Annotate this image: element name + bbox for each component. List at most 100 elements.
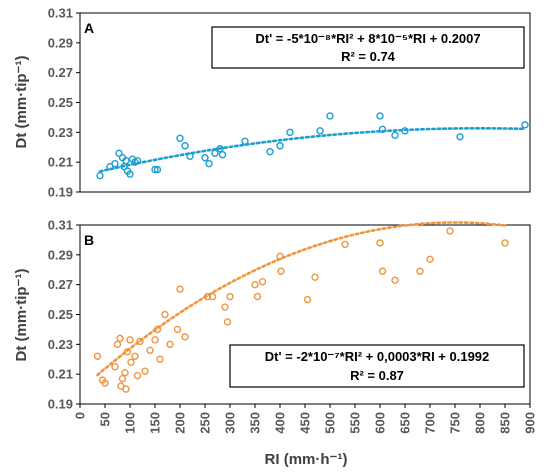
- panel-b-x-tick-label: 250: [198, 412, 213, 434]
- panel-b-x-tick-label: 750: [448, 412, 463, 434]
- panel-b-data-point: [166, 340, 174, 349]
- panel-b-y-axis-label: Dt (mm·tip⁻¹): [13, 269, 30, 362]
- panel-b-data-point: [258, 277, 267, 286]
- panel-a-data-point: [391, 131, 399, 140]
- panel-b-y-tick-label: 0.23: [48, 337, 73, 352]
- panel-b-data-point: [151, 336, 159, 344]
- panel-a-y-ticks: 0.19 0.21 0.23 0.25 0.27 0.29 0.31: [48, 6, 80, 200]
- panel-b-x-tick-label: 700: [423, 412, 438, 434]
- panel-b-data-point: [378, 267, 387, 275]
- panel-a-data-point: [205, 159, 213, 168]
- panel-b-data-point: [146, 346, 154, 354]
- panel-a-data-point: [181, 142, 189, 150]
- panel-b-equation-box: [229, 344, 525, 388]
- panel-a-data-point: [126, 170, 134, 178]
- panel-b-r2: R² = 0.87: [350, 368, 404, 383]
- panel-b-y-tick-label: 0.19: [48, 397, 73, 412]
- panel-b-data-point: [122, 385, 130, 393]
- panel-a-data-point: [96, 171, 104, 180]
- panel-b-data-point: [391, 276, 399, 284]
- panel-b-data-point: [118, 374, 127, 383]
- panel-b-points: [93, 227, 509, 393]
- panel-b-data-point: [133, 371, 142, 380]
- panel-b-data-point: [223, 318, 232, 326]
- panel-b-data-point: [253, 292, 262, 301]
- panel-b-data-point: [111, 363, 119, 371]
- panel-b-x-tick-label: 500: [323, 412, 338, 434]
- panel-b-data-point: [123, 348, 132, 356]
- x-axis-label: RI (mm·h⁻¹): [265, 451, 348, 468]
- panel-b-data-point: [446, 227, 454, 235]
- panel-a-data-point: [266, 148, 274, 156]
- panel-b-data-point: [121, 368, 129, 377]
- panel-a-data-point: [218, 151, 227, 159]
- panel-b-data-point: [116, 334, 124, 343]
- panel-a-y-tick-label: 0.29: [48, 35, 73, 50]
- panel-b-trendline: [96, 221, 507, 377]
- panel-b: 0.19 0.21 0.23 0.25 0.27 0.29 0.31 0 50 100 150 20…: [48, 218, 538, 434]
- panel-a-y-tick-label: 0.25: [48, 95, 73, 110]
- panel-b-data-point: [101, 379, 109, 387]
- panel-a-y-tick-label: 0.21: [48, 155, 73, 170]
- panel-a-data-point: [176, 134, 184, 143]
- panel-b-x-tick-label: 650: [398, 412, 413, 434]
- panel-b-letter: B: [84, 232, 94, 248]
- panel-a-data-point: [401, 127, 409, 135]
- panel-b-data-point: [251, 280, 259, 289]
- panel-a-data-point: [521, 121, 529, 129]
- panel-b-data-point: [276, 252, 284, 261]
- panel-a-data-point: [378, 125, 387, 134]
- panel-a: 0.19 0.21 0.23 0.25 0.27 0.29 0.31 A Dt' = -5*…: [48, 6, 531, 200]
- panel-b-data-point: [311, 273, 319, 281]
- panel-b-data-point: [141, 367, 149, 375]
- panel-b-data-point: [303, 295, 312, 304]
- panel-a-data-point: [326, 112, 334, 120]
- panel-a-y-tick-label: 0.19: [48, 185, 73, 200]
- panel-b-x-tick-label: 0: [73, 412, 88, 419]
- panel-b-x-tick-label: 850: [498, 412, 513, 434]
- panel-b-y-tick-label: 0.29: [48, 247, 73, 262]
- panel-b-data-point: [341, 240, 349, 249]
- panel-a-y-axis-label: Dt (mm·tip⁻¹): [13, 56, 30, 149]
- panel-a-data-point: [211, 149, 219, 157]
- panel-b-data-point: [161, 310, 169, 319]
- panel-a-data-point: [276, 142, 284, 150]
- panel-b-data-point: [416, 267, 424, 275]
- panel-b-data-point: [226, 292, 234, 301]
- panel-b-x-tick-label: 800: [473, 412, 488, 434]
- panel-b-data-point: [153, 325, 162, 334]
- panel-a-data-point: [456, 133, 464, 141]
- panel-b-data-point: [126, 336, 134, 344]
- panel-a-data-point: [376, 112, 384, 120]
- panel-a-y-tick-label: 0.31: [48, 6, 73, 21]
- panel-a-data-point: [133, 156, 142, 165]
- panel-b-data-point: [136, 337, 144, 346]
- panel-b-data-point: [156, 355, 164, 363]
- panel-b-data-point: [376, 239, 384, 247]
- panel-b-data-point: [277, 267, 285, 275]
- panel-b-y-tick-label: 0.31: [48, 218, 73, 233]
- panel-a-data-point: [115, 149, 123, 157]
- panel-a-data-point: [241, 137, 249, 145]
- panel-b-y-tick-label: 0.25: [48, 307, 73, 322]
- panel-b-x-tick-label: 350: [248, 412, 263, 434]
- panel-b-x-tick-label: 100: [123, 412, 138, 434]
- panel-a-data-point: [122, 156, 130, 165]
- panel-b-data-point: [208, 292, 217, 301]
- panel-b-data-point: [127, 358, 135, 366]
- panel-a-points: [96, 112, 529, 180]
- panel-b-data-point: [203, 292, 212, 301]
- panel-b-x-tick-label: 150: [148, 412, 163, 434]
- panel-a-trendline: [98, 127, 527, 173]
- panel-a-equation: Dt' = -5*10⁻⁸*RI² + 8*10⁻⁵*RI + 0.2007: [255, 31, 480, 46]
- panel-a-data-point: [111, 159, 119, 168]
- panel-b-x-tick-label: 600: [373, 412, 388, 434]
- panel-a-data-point: [286, 128, 294, 137]
- panel-a-data-point: [153, 165, 162, 174]
- panel-b-equation: Dt' = -2*10⁻⁷*RI² + 0,0003*RI + 0.1992: [265, 349, 490, 364]
- panel-b-data-point: [426, 255, 434, 264]
- panel-b-x-tick-label: 900: [523, 412, 538, 434]
- panel-b-x-tick-label: 450: [298, 412, 313, 434]
- panel-a-data-point: [316, 127, 324, 135]
